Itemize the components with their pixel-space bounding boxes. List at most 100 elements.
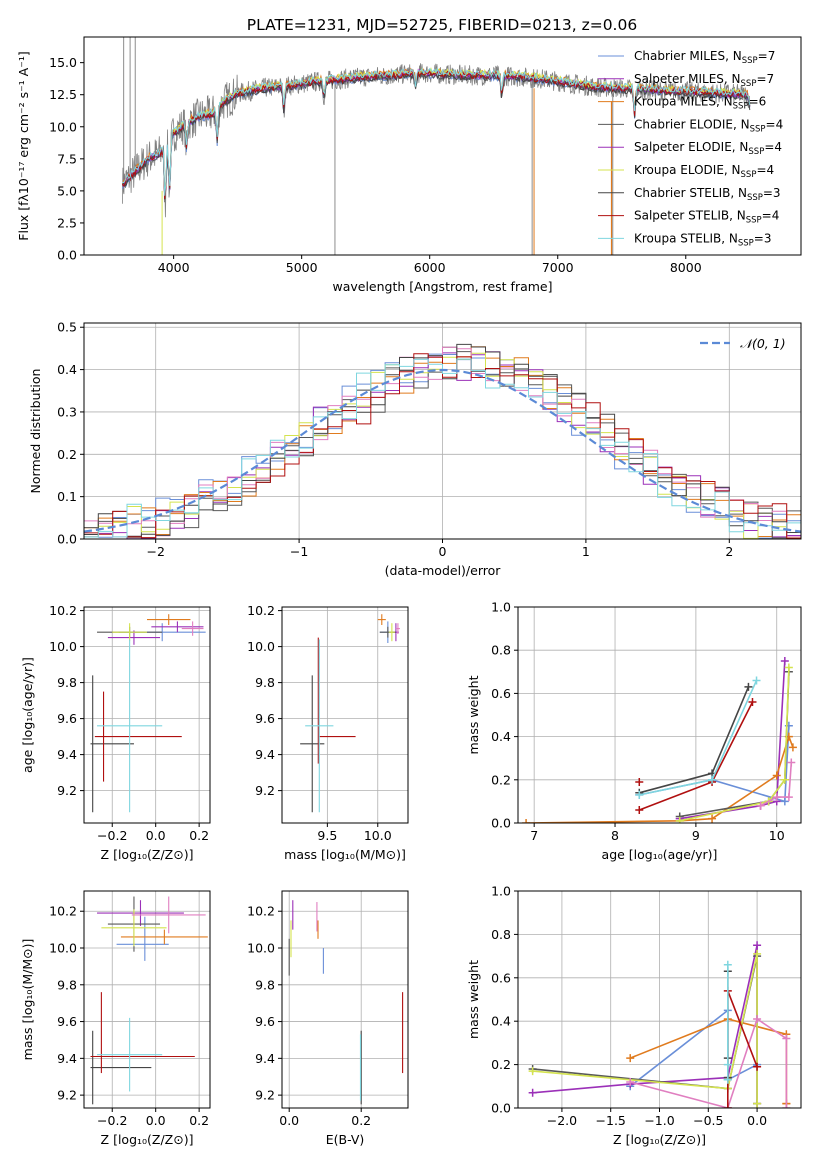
plot-area [84, 343, 801, 539]
x-tick-label: 10.0 [364, 828, 392, 843]
axes-frame [83, 890, 211, 1109]
model-spectrum-8 [122, 67, 751, 196]
y-tick-label: 9.2 [255, 783, 275, 798]
legend-label: Salpeter MILES, NSSP=7 [634, 72, 774, 89]
weight-marker [723, 1075, 732, 1084]
x-axis-label: E(B-V) [326, 1132, 365, 1147]
spectrum-plot: 4000 5000 6000 7000 8000 0.0 2.5 5.0 7.5 10.0 12.5… [16, 36, 802, 294]
y-tick-label: 9.8 [57, 977, 77, 992]
y-tick-label: 0.2 [491, 772, 511, 787]
age-vs-metallicity-plot: −0.2 0.0 0.2 9.2 9.4 9.6 9.8 10.0 10.2 Z [log₁₀(Z… [20, 603, 211, 862]
weight-marker [528, 1088, 537, 1097]
y-tick-label: 10.0 [49, 941, 77, 956]
weight-marker [753, 1099, 762, 1108]
y-tick-label: 0.3 [57, 404, 77, 419]
y-tick-label: 9.4 [255, 1051, 275, 1066]
weight-marker [748, 698, 757, 707]
y-tick-label: 0.6 [491, 686, 511, 701]
weight-marker [723, 960, 732, 969]
age-vs-mass-plot: 9.5 10.0 9.2 9.4 9.6 9.8 10.0 10.2 mass [log₁₀(M… [247, 603, 409, 862]
weight-marker [635, 790, 644, 799]
weight-marker [780, 797, 789, 806]
y-tick-label: 0.0 [491, 816, 511, 831]
weight-marker [723, 1060, 732, 1069]
y-tick-label: 0.0 [57, 248, 77, 263]
x-tick-label: 0.2 [189, 1113, 209, 1128]
residual-histogram [84, 358, 801, 538]
x-tick-label: 6000 [414, 260, 446, 275]
y-tick-label: 1.0 [491, 600, 511, 615]
x-tick-label: 0.0 [747, 1113, 767, 1128]
plot-area [121, 37, 751, 255]
weight-marker [753, 941, 762, 950]
x-tick-label: −0.5 [693, 1113, 723, 1128]
weight-line [679, 667, 790, 822]
weight-marker [787, 758, 796, 767]
y-tick-label: 0.4 [491, 1014, 511, 1029]
mass-vs-metallicity-plot: −0.2 0.0 0.2 9.2 9.4 9.6 9.8 10.0 10.2 Z [log₁₀(Z… [20, 890, 211, 1147]
x-tick-label: −2 [146, 544, 164, 559]
x-tick-label: 2 [725, 544, 733, 559]
axes-frame [281, 890, 409, 1109]
x-tick-label: −0.2 [97, 1113, 127, 1128]
weight-marker [756, 801, 765, 810]
y-tick-label: 9.4 [57, 1051, 77, 1066]
y-tick-label: 10.0 [247, 639, 275, 654]
plot-area [528, 941, 791, 1108]
mass-vs-extinction-plot: 0.0 0.2 9.2 9.4 9.6 9.8 10.0 10.2 E(B-V) [247, 890, 409, 1147]
y-tick-label: 0.1 [57, 489, 77, 504]
y-tick-label: 0.8 [491, 927, 511, 942]
weight-line [760, 762, 793, 807]
plot-area [90, 896, 208, 1105]
y-tick-label: 9.6 [255, 1014, 275, 1029]
axes-frame [83, 36, 802, 256]
y-tick-label: 0.0 [57, 532, 77, 547]
y-tick-label: 0.4 [491, 729, 511, 744]
legend-label: 𝒩(0, 1) [740, 336, 786, 351]
y-axis-label: mass weight [466, 675, 481, 754]
plot-area [300, 614, 400, 813]
y-tick-label: 9.6 [255, 711, 275, 726]
weight-marker [780, 657, 789, 665]
axes-frame [517, 606, 802, 824]
y-tick-label: 9.4 [57, 747, 77, 762]
y-tick-label: 9.2 [57, 783, 77, 798]
y-tick-label: 10.0 [49, 639, 77, 654]
x-tick-label: 9 [692, 828, 700, 843]
weight-marker [784, 793, 793, 802]
weight-marker [708, 814, 717, 823]
x-axis-label: wavelength [Angstrom, rest frame] [332, 279, 552, 294]
y-axis-label: mass weight [466, 960, 481, 1039]
residual-histogram [84, 343, 801, 537]
y-tick-label: 0.2 [491, 1057, 511, 1072]
x-tick-label: 8 [611, 828, 619, 843]
weight-marker [626, 1054, 635, 1063]
y-tick-label: 7.5 [57, 151, 77, 166]
x-tick-label: 8000 [670, 260, 702, 275]
x-tick-label: 7000 [542, 260, 574, 275]
x-axis-label: (data-model)/error [385, 563, 502, 578]
x-tick-label: −1.5 [596, 1113, 626, 1128]
weight-marker [780, 775, 789, 784]
y-tick-label: 9.8 [255, 977, 275, 992]
x-axis-label: Z [log₁₀(Z/Z⊙)] [101, 847, 194, 862]
mass-weight-vs-age-plot: 7 8 9 10 0.0 0.2 0.4 0.6 0.8 1.0 age [log₁₀(age/yr… [466, 600, 802, 862]
weight-marker [528, 1067, 537, 1076]
weight-line [532, 953, 758, 1104]
y-tick-label: 0.8 [491, 643, 511, 658]
spectrum-title: PLATE=1231, MJD=52725, FIBERID=0213, z=0… [247, 16, 637, 34]
legend-label: Chabrier MILES, NSSP=7 [634, 49, 775, 66]
plot-area [288, 900, 404, 1105]
x-axis-label: Z [log₁₀(Z/Z⊙)] [613, 1132, 706, 1147]
y-tick-label: 9.8 [255, 675, 275, 690]
plot-area [522, 657, 797, 823]
legend-label: Kroupa MILES, NSSP=6 [634, 95, 766, 112]
y-axis-label: age [log₁₀(age/yr)] [20, 657, 35, 773]
y-tick-label: 9.6 [57, 1014, 77, 1029]
x-tick-label: −0.2 [97, 828, 127, 843]
y-tick-label: 9.6 [57, 711, 77, 726]
x-tick-label: 0.2 [189, 828, 209, 843]
y-tick-label: 10.2 [49, 603, 77, 618]
y-tick-label: 0.5 [57, 320, 77, 335]
